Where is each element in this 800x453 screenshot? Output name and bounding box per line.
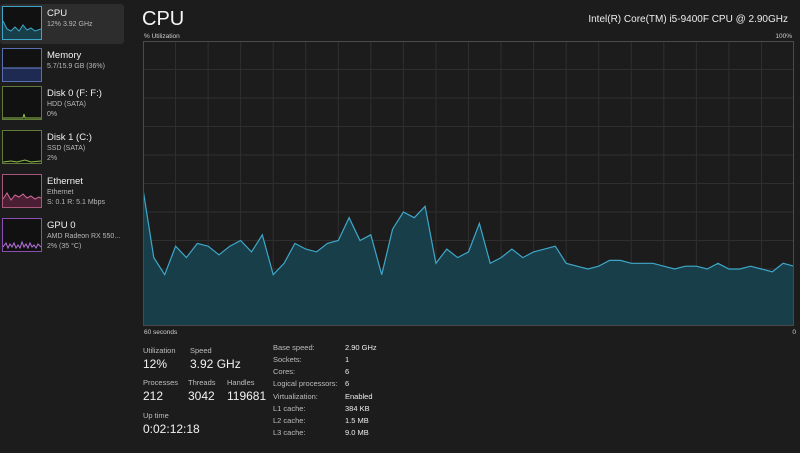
spec-value: 6 (345, 367, 350, 376)
sidebar-item-detail: 5.7/15.9 GB (36%) (47, 63, 105, 70)
sidebar-item-gpu-0[interactable]: GPU 0 AMD Radeon RX 550... 2% (35 °C) (0, 216, 124, 256)
graph-border (143, 41, 794, 326)
ethernet-thumbnail-graph (2, 174, 42, 208)
sidebar-item-name: Ethernet (47, 176, 83, 187)
disk-0-thumbnail-graph (2, 86, 42, 120)
spec-row-l1-cache: L1 cache: 384 KB (273, 404, 413, 416)
spec-label: L2 cache: (273, 416, 306, 425)
utilization-label: Utilization (143, 346, 176, 355)
threads-value: 3042 (188, 389, 215, 403)
handles-label: Handles (227, 378, 255, 387)
spec-row-sockets: Sockets: 1 (273, 355, 413, 367)
sidebar: CPU 12% 3.92 GHz Memory 5.7/15.9 GB (36%… (0, 0, 128, 453)
sidebar-item-name: Disk 1 (C:) (47, 132, 92, 143)
spec-row-l2-cache: L2 cache: 1.5 MB (273, 416, 413, 428)
spec-row-base-speed: Base speed: 2.90 GHz (273, 343, 413, 355)
utilization-area (143, 189, 794, 326)
spec-value: 1.5 MB (345, 416, 369, 425)
graph-time-span-label: 60 seconds (144, 329, 178, 336)
graph-max-label: 100% (775, 33, 792, 40)
sidebar-item-ethernet[interactable]: Ethernet Ethernet S: 0.1 R: 5.1 Mbps (0, 172, 124, 212)
sidebar-item-name: GPU 0 (47, 220, 76, 231)
sidebar-item-detail: 12% 3.92 GHz (47, 21, 93, 28)
threads-label: Threads (188, 378, 216, 387)
speed-value: 3.92 GHz (190, 357, 241, 371)
spec-label: Cores: (273, 367, 296, 376)
spec-value: 2.90 GHz (345, 343, 377, 352)
spec-row-virtualization: Virtualization: Enabled (273, 392, 413, 404)
graph-time-end-label: 0 (792, 329, 796, 336)
uptime-label: Up time (143, 411, 169, 420)
sidebar-item-name: Disk 0 (F: F:) (47, 88, 102, 99)
utilization-line (142, 189, 795, 277)
spec-value: 1 (345, 355, 350, 364)
sidebar-item-memory[interactable]: Memory 5.7/15.9 GB (36%) (0, 46, 124, 86)
sidebar-item-detail: SSD (SATA) (47, 145, 86, 152)
disk-1-thumbnail-graph (2, 130, 42, 164)
memory-thumbnail-graph (2, 48, 42, 82)
spec-row-logical-processors: Logical processors: 6 (273, 379, 413, 391)
sidebar-item-disk-1[interactable]: Disk 1 (C:) SSD (SATA) 2% (0, 128, 124, 168)
spec-row-cores: Cores: 6 (273, 367, 413, 379)
page-title: CPU (142, 8, 185, 30)
cpu-utilization-graph (142, 41, 795, 326)
cpu-thumbnail-graph (2, 6, 42, 40)
sidebar-item-cpu[interactable]: CPU 12% 3.92 GHz (0, 4, 124, 44)
uptime-value: 0:02:12:18 (143, 422, 200, 436)
sidebar-item-usage: 2% (35 °C) (47, 243, 82, 250)
sidebar-item-detail: Ethernet (47, 189, 74, 196)
utilization-value: 12% (143, 357, 168, 371)
sidebar-item-detail: HDD (SATA) (47, 101, 87, 108)
sidebar-item-name: Memory (47, 50, 82, 61)
spec-label: Base speed: (273, 343, 315, 352)
processes-value: 212 (143, 389, 164, 403)
spec-label: Virtualization: (273, 392, 318, 401)
sidebar-item-usage: S: 0.1 R: 5.1 Mbps (47, 199, 105, 206)
processes-label: Processes (143, 378, 179, 387)
spec-row-l3-cache: L3 cache: 9.0 MB (273, 428, 413, 440)
sidebar-item-name: CPU (47, 8, 68, 19)
cpu-detail-panel: CPU Intel(R) Core(TM) i5-9400F CPU @ 2.9… (132, 0, 800, 453)
spec-value: 9.0 MB (345, 428, 369, 437)
spec-value: 6 (345, 379, 350, 388)
sidebar-item-usage: 0% (47, 111, 58, 118)
spec-label: Logical processors: (273, 379, 338, 388)
spec-value: Enabled (345, 392, 373, 401)
cpu-utilization-graph-svg (142, 41, 795, 326)
spec-label: Sockets: (273, 355, 302, 364)
speed-label: Speed (190, 346, 212, 355)
spec-label: L1 cache: (273, 404, 306, 413)
sidebar-item-usage: 2% (47, 155, 58, 162)
sidebar-item-detail: AMD Radeon RX 550... (47, 233, 121, 240)
handles-value: 119681 (227, 389, 267, 403)
spec-value: 384 KB (345, 404, 370, 413)
graph-y-axis-label: % Utilization (144, 33, 180, 40)
cpu-model-name: Intel(R) Core(TM) i5-9400F CPU @ 2.90GHz (588, 14, 788, 25)
gpu-thumbnail-graph (2, 218, 42, 252)
spec-label: L3 cache: (273, 428, 306, 437)
sidebar-item-disk-0[interactable]: Disk 0 (F: F:) HDD (SATA) 0% (0, 84, 124, 124)
